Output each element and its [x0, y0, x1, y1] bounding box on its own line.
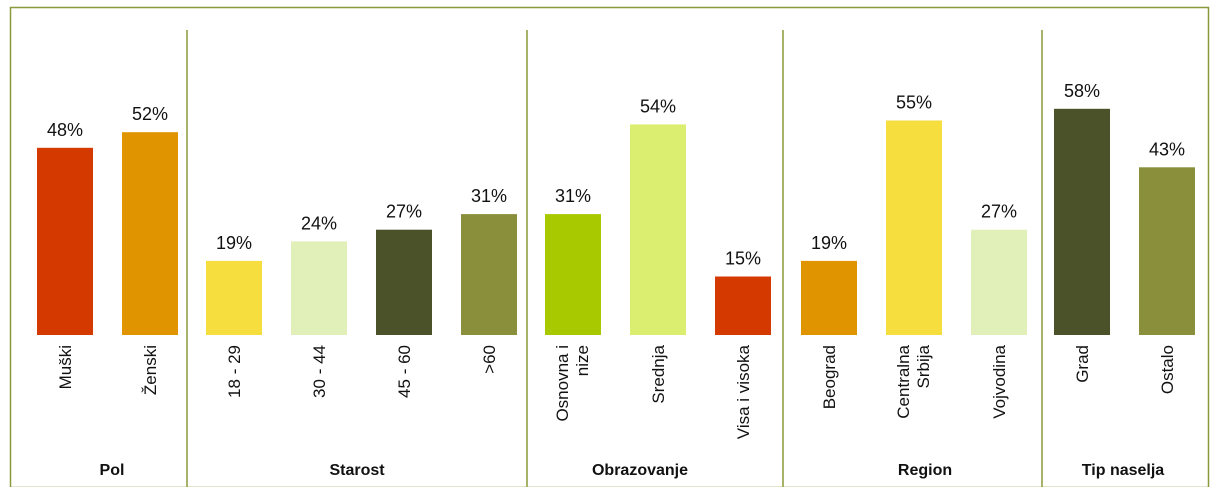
bar	[801, 260, 857, 335]
bar	[971, 229, 1027, 335]
value-label: 43%	[1149, 139, 1185, 159]
bar	[376, 229, 432, 335]
category-label: 45 - 60	[395, 345, 414, 398]
value-label: 31%	[555, 186, 591, 206]
bar	[461, 214, 517, 335]
value-label: 52%	[132, 104, 168, 124]
bar	[1139, 167, 1195, 335]
bar	[291, 241, 347, 335]
category-label: Visa i visoka	[734, 344, 753, 439]
bar	[630, 124, 686, 336]
category-label: Vojvodina	[990, 344, 1009, 418]
group-title: Obrazovanje	[592, 462, 688, 479]
bar	[37, 147, 93, 335]
value-label: 55%	[896, 93, 932, 113]
value-label: 15%	[725, 249, 761, 269]
group-title: Pol	[100, 462, 125, 479]
category-label: Beograd	[820, 345, 839, 409]
bar	[715, 276, 771, 335]
frame	[9, 6, 1210, 487]
category-label: Srednja	[649, 344, 668, 403]
category-label: Grad	[1073, 345, 1092, 383]
category-label: Ostalo	[1158, 345, 1177, 394]
value-label: 48%	[47, 120, 83, 140]
group-title: Starost	[329, 462, 385, 479]
group-title: Tip naselja	[1082, 462, 1165, 479]
bar	[122, 132, 178, 335]
bar	[886, 120, 942, 335]
category-label: Muški	[56, 345, 75, 389]
value-label: 19%	[811, 233, 847, 253]
value-label: 58%	[1064, 81, 1100, 101]
value-label: 54%	[640, 96, 676, 116]
value-label: 27%	[981, 202, 1017, 222]
bar	[206, 260, 262, 335]
category-label: 30 - 44	[310, 345, 329, 398]
value-label: 24%	[301, 213, 337, 233]
bar	[545, 214, 601, 335]
category-label: CentralnaSrbija	[894, 344, 933, 418]
value-label: 27%	[386, 202, 422, 222]
value-label: 19%	[216, 233, 252, 253]
group-title: Region	[898, 462, 952, 479]
category-label: >60	[480, 345, 499, 374]
value-label: 31%	[471, 186, 507, 206]
category-label: 18 - 29	[225, 345, 244, 398]
bar	[1054, 108, 1110, 335]
category-label: Osnovna inize	[553, 345, 592, 422]
category-label: Ženski	[141, 345, 160, 395]
